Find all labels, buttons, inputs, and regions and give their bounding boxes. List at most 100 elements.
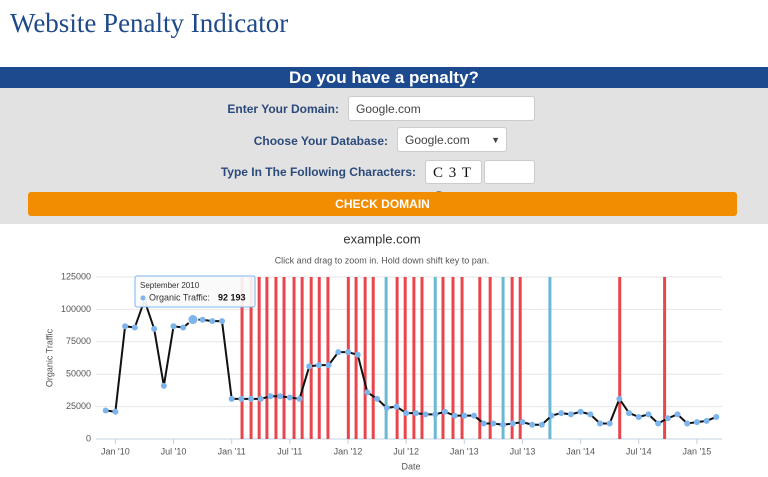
- point: [529, 421, 536, 428]
- point: [325, 362, 332, 369]
- point: [257, 395, 264, 402]
- chart: example.com Click and drag to zoom in. H…: [44, 231, 722, 471]
- banner: Do you have a penalty?: [0, 67, 768, 88]
- point: [422, 411, 429, 418]
- point: [199, 316, 206, 323]
- point: [286, 394, 293, 401]
- point: [655, 420, 662, 427]
- point: [558, 410, 565, 417]
- chart-subtitle: Click and drag to zoom in. Hold down shi…: [275, 255, 490, 265]
- point: [412, 410, 419, 417]
- point: [267, 393, 274, 400]
- point: [112, 408, 119, 415]
- point: [626, 410, 633, 417]
- x-tick-label: Jul '12: [393, 446, 419, 456]
- point: [219, 318, 225, 325]
- point: [335, 349, 342, 356]
- point: [296, 395, 303, 402]
- point: [403, 410, 410, 417]
- tooltip-box: [134, 275, 256, 308]
- y-tick-label: 75000: [66, 336, 91, 346]
- point: [374, 395, 381, 402]
- x-tick-label: Jan '12: [334, 446, 363, 456]
- y-tick-label: 25000: [66, 401, 91, 411]
- point: [170, 323, 177, 330]
- y-tick-label: 100000: [61, 304, 91, 314]
- point: [645, 411, 652, 418]
- point: [635, 413, 642, 420]
- point: [577, 408, 584, 415]
- captcha-input[interactable]: [484, 160, 535, 184]
- point: [713, 413, 720, 420]
- point: [151, 325, 158, 332]
- tooltip-dot: [140, 295, 146, 301]
- point: [248, 395, 255, 402]
- point: [684, 420, 691, 427]
- tooltip-date: September 2010: [140, 281, 200, 290]
- point: [160, 382, 167, 389]
- point: [587, 411, 594, 418]
- point: [480, 420, 487, 427]
- tooltip: September 2010 Organic Traffic: 92 193: [134, 275, 256, 308]
- point: [616, 395, 623, 402]
- point: [519, 419, 526, 426]
- tooltip-value: 92 193: [218, 292, 246, 302]
- point: [209, 318, 216, 325]
- point: [538, 421, 545, 428]
- point: [451, 412, 458, 419]
- point: [441, 408, 448, 415]
- point: [345, 349, 351, 356]
- x-tick-label: Jan '10: [101, 446, 130, 456]
- tooltip-label: Organic Traffic:: [149, 292, 210, 302]
- point: [364, 389, 371, 396]
- point: [606, 420, 613, 427]
- captcha-image: C 3 T G: [425, 160, 482, 205]
- point: [674, 411, 681, 418]
- y-tick-label: 50000: [66, 369, 91, 379]
- point: [393, 403, 400, 410]
- y-axis-label: Organic Traffic: [44, 328, 54, 387]
- database-label: Choose Your Database:: [253, 134, 388, 148]
- captcha-label: Type In The Following Characters:: [220, 165, 416, 179]
- point: [461, 412, 468, 419]
- point: [490, 420, 497, 427]
- domain-input[interactable]: Google.com: [348, 96, 535, 121]
- point: [306, 363, 313, 370]
- point: [228, 395, 235, 402]
- database-select[interactable]: Google.com ▼: [397, 127, 507, 152]
- x-tick-label: Jan '13: [450, 446, 479, 456]
- page-title: Website Penalty Indicator: [10, 8, 289, 38]
- dropdown-arrow: ▼: [491, 135, 500, 145]
- check-button[interactable]: CHECK DOMAIN: [28, 192, 737, 216]
- point: [180, 324, 187, 331]
- point: [432, 411, 439, 418]
- hover-point: [187, 314, 199, 326]
- x-tick-label: Jul '14: [626, 446, 652, 456]
- point: [131, 324, 138, 331]
- point: [500, 421, 507, 428]
- point: [664, 415, 671, 422]
- point: [354, 351, 361, 358]
- database-value: Google.com: [405, 133, 470, 147]
- x-tick-label: Jul '11: [277, 446, 302, 456]
- domain-label: Enter Your Domain:: [227, 102, 339, 116]
- point: [471, 412, 477, 419]
- point: [703, 417, 710, 424]
- y-tick-label: 0: [86, 433, 91, 443]
- y-tick-label: 125000: [61, 271, 91, 281]
- x-tick-label: Jan '15: [683, 446, 712, 456]
- x-tick-label: Jan '14: [566, 446, 595, 456]
- point: [548, 412, 555, 419]
- point: [277, 393, 284, 400]
- x-axis-label: Date: [401, 461, 420, 471]
- point: [122, 323, 129, 330]
- x-tick-label: Jul '10: [161, 446, 187, 456]
- point: [238, 395, 245, 402]
- point: [597, 420, 603, 427]
- chart-title: example.com: [343, 231, 420, 246]
- x-tick-label: Jul '13: [510, 446, 536, 456]
- point: [102, 407, 109, 414]
- point: [693, 419, 700, 426]
- point: [509, 420, 516, 427]
